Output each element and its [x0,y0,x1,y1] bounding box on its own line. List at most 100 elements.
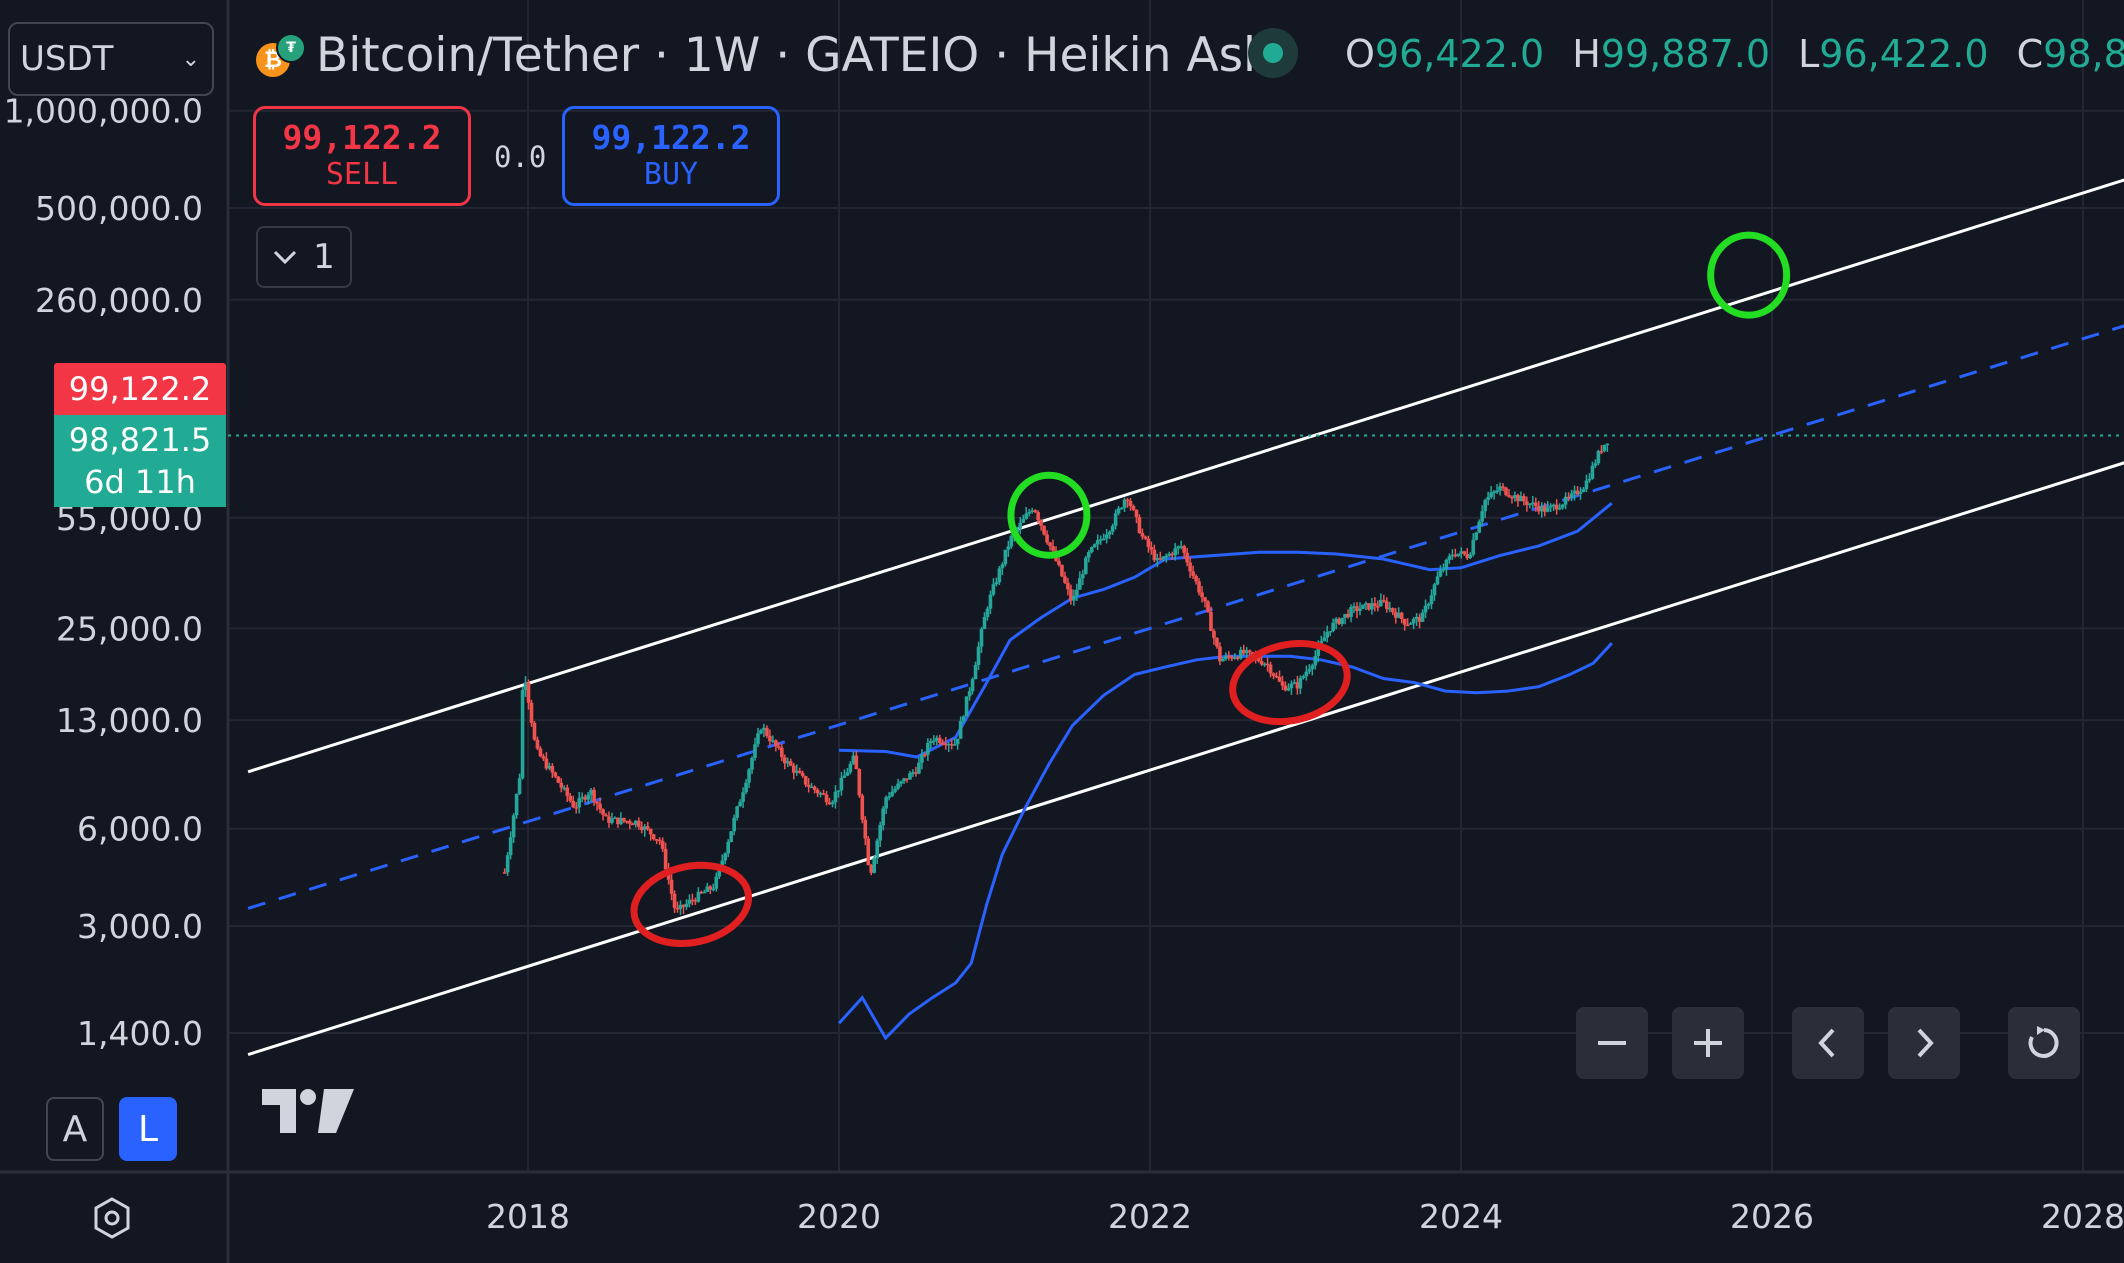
candle-body [1405,624,1410,627]
candle-body [1393,612,1398,618]
candle-body [812,786,817,790]
candle-body [592,789,596,802]
candle-body [1078,578,1082,590]
candle-body [964,696,969,717]
candle-body [1382,599,1386,602]
channel-upper-line [247,178,2124,774]
reset-chart-button[interactable] [2008,1007,2080,1079]
candle-body [794,770,799,773]
zoom-out-button[interactable] [1576,1007,1648,1079]
candle-body [639,826,644,831]
y-tick-label: 1,400.0 [77,1014,203,1053]
candle-body [538,748,543,757]
green-circle-annotation [1007,471,1091,559]
candle-body [1531,502,1535,505]
candle-body [642,826,647,831]
candle-body [625,821,629,823]
collapse-button[interactable]: 1 [256,226,352,288]
candle-body [1408,623,1413,625]
log-scale-button[interactable]: L [119,1097,177,1161]
candle-body [1480,511,1484,522]
candle-body [604,814,608,817]
candle-body [1590,465,1595,479]
candle-body [672,893,677,908]
market-status-icon[interactable] [1248,28,1298,78]
candle-body [1137,517,1142,533]
zoom-in-button[interactable] [1672,1007,1744,1079]
settings-icon[interactable] [90,1196,134,1240]
symbol-header[interactable]: ₿ ₮ Bitcoin/Tether · 1W · GATEIO · Heikin… [256,28,1286,83]
candle-body [663,848,668,870]
sell-button[interactable]: 99,122.2 SELL [253,106,471,206]
candle-body [890,791,894,797]
candle-body [1423,605,1428,613]
scroll-right-button[interactable] [1888,1007,1960,1079]
candle-body [1230,656,1234,659]
y-tick-label: 3,000.0 [77,907,203,946]
candle-body [1387,608,1392,610]
candle-body [824,794,829,803]
candle-body [797,770,802,774]
candle-body [607,816,611,823]
ohlc-high-value: 99,887.0 [1600,32,1771,76]
candle-body [1429,595,1434,605]
buy-label: BUY [643,157,699,192]
candle-body [729,831,733,842]
candle-body [1018,522,1023,529]
candle-body [884,797,888,809]
chevron-left-icon [1818,1028,1835,1058]
candle-body [628,821,632,824]
candle-body [1060,564,1064,577]
candle-body [1161,556,1166,560]
candle-body [1548,505,1553,508]
candle-body [1310,665,1315,670]
buy-button[interactable]: 99,122.2 BUY [562,106,780,206]
candle-body [1086,551,1091,558]
candle-body [1516,495,1520,502]
candle-body [1131,506,1136,510]
candle-body [1119,507,1124,510]
currency-select[interactable]: USDT ⌄ [8,22,214,96]
candle-body [648,828,653,835]
candle-body [756,733,760,745]
candle-body [699,891,704,894]
candle-body [1098,539,1103,541]
auto-scale-button[interactable]: A [46,1097,104,1161]
channel-lower-line [247,461,2124,1057]
candle-body [815,789,820,794]
scroll-left-button[interactable] [1792,1007,1864,1079]
candle-body [934,737,939,741]
y-tick-label: 260,000.0 [35,281,203,320]
candle-body [1566,496,1571,499]
candle-body [1316,646,1321,656]
candle-body [1450,554,1455,557]
candle-body [750,757,754,770]
candle-body [535,739,540,749]
candle-body [961,716,966,721]
candle-body [857,769,862,796]
candle-body [1259,661,1264,665]
candle-body [580,796,584,799]
candle-body [577,798,581,808]
candle-body [1274,675,1279,678]
candle-body [985,608,990,618]
minus-icon [1598,1041,1626,1045]
candle-body [1298,678,1303,689]
candle-body [1063,576,1067,583]
candle-body [1364,603,1368,605]
candle-body [1507,495,1511,497]
candle-body [1560,504,1565,508]
candle-body [502,872,507,874]
candle-body [723,853,728,861]
candle-body [899,781,903,784]
candle-body [1578,491,1583,495]
candle-body [696,891,701,902]
candle-body [1596,451,1601,464]
candle-body [1492,491,1496,494]
candle-body [1441,569,1446,571]
candle-body [1545,507,1550,512]
candle-body [1057,560,1061,565]
candle-body [771,740,775,742]
